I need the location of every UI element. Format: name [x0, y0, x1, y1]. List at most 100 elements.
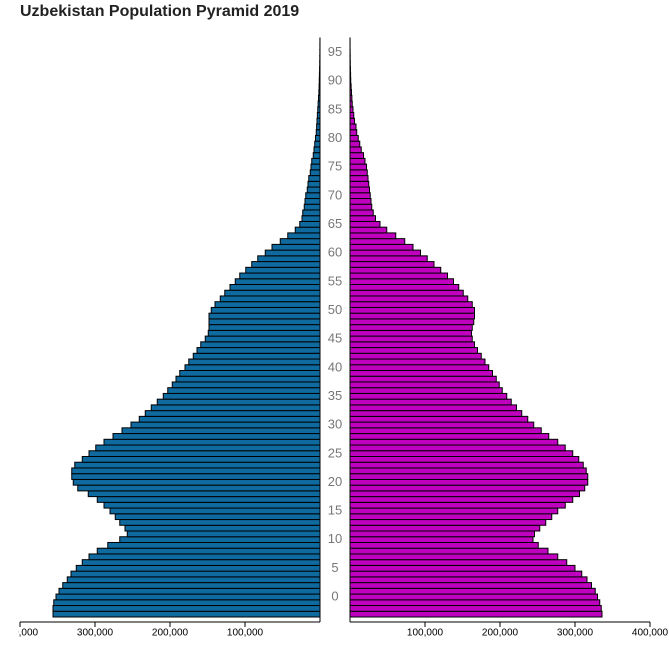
- age-label: 5: [331, 560, 338, 575]
- bar: [349, 157, 366, 165]
- bar: [224, 289, 321, 297]
- bar: [349, 381, 500, 389]
- bar: [349, 438, 559, 446]
- bar: [52, 605, 321, 612]
- bar: [349, 163, 367, 171]
- bar: [349, 232, 397, 240]
- bar: [349, 375, 497, 383]
- bar: [184, 364, 321, 371]
- bar: [349, 484, 586, 492]
- bar: [349, 306, 475, 314]
- bar: [349, 461, 584, 469]
- age-label: 55: [328, 273, 342, 288]
- age-label: 90: [328, 73, 342, 88]
- bar: [349, 295, 469, 303]
- bar: [349, 467, 587, 475]
- age-label: 35: [328, 388, 342, 403]
- plot: 0 5 10 15 20 25 30 35 40 45 50 55 60 65 70 75 80 85 90 95 10…: [2, 37, 669, 639]
- bar: [349, 547, 549, 555]
- bar: [309, 169, 321, 177]
- bar: [349, 519, 547, 526]
- bar: [126, 530, 321, 538]
- bar: [175, 375, 321, 383]
- bar: [287, 232, 321, 240]
- bar: [204, 335, 321, 343]
- age-label: 25: [328, 445, 342, 460]
- age-label: 45: [328, 331, 342, 346]
- bar: [188, 358, 321, 366]
- bar: [349, 593, 598, 601]
- bar: [349, 501, 566, 509]
- bar: [239, 272, 321, 280]
- age-label: 30: [328, 417, 342, 432]
- bar: [349, 146, 362, 154]
- bar: [349, 123, 357, 131]
- bar: [96, 547, 321, 555]
- bar: [349, 238, 406, 245]
- bar: [349, 553, 559, 561]
- bar: [304, 198, 321, 205]
- bar: [62, 582, 321, 589]
- bar: [349, 433, 550, 440]
- bar: [349, 587, 596, 595]
- bar: [349, 226, 388, 234]
- bar: [305, 192, 321, 200]
- bar: [87, 490, 321, 498]
- bar: [349, 312, 475, 320]
- bar: [103, 438, 321, 446]
- bar: [349, 169, 368, 177]
- bar: [349, 559, 568, 566]
- bar: [349, 152, 364, 159]
- x-tick-label: 400,000: [2, 628, 39, 639]
- bar: [58, 587, 321, 595]
- bar: [349, 582, 592, 589]
- bar: [349, 203, 373, 211]
- bar: [192, 352, 321, 360]
- bar: [349, 129, 358, 136]
- bar: [200, 341, 321, 349]
- bar: [171, 381, 321, 389]
- bar: [349, 599, 601, 607]
- bar: [107, 541, 321, 549]
- bar: [349, 455, 580, 463]
- bar: [349, 513, 553, 521]
- bar: [96, 496, 321, 503]
- bar: [349, 301, 473, 308]
- bar: [208, 318, 321, 326]
- bar: [196, 347, 321, 354]
- age-label: 95: [328, 44, 342, 59]
- bar: [349, 117, 355, 125]
- age-label: 75: [328, 159, 342, 174]
- bar: [349, 605, 602, 612]
- bar: [349, 473, 589, 480]
- age-label: 0: [331, 589, 338, 604]
- age-label: 20: [328, 474, 342, 489]
- bar: [208, 312, 321, 320]
- age-label: 70: [328, 187, 342, 202]
- bar: [349, 536, 534, 543]
- bar: [306, 186, 321, 194]
- bar: [88, 450, 321, 457]
- bar: [214, 301, 321, 308]
- bar: [234, 278, 321, 286]
- bar: [349, 410, 523, 417]
- bar: [349, 341, 475, 349]
- bar: [55, 593, 321, 601]
- bar: [349, 524, 541, 532]
- bar: [349, 284, 460, 291]
- bar: [349, 215, 376, 222]
- bar: [315, 129, 321, 136]
- bar: [294, 226, 321, 234]
- bar: [349, 140, 361, 148]
- bar: [264, 249, 321, 257]
- bar: [349, 243, 414, 251]
- bar: [95, 444, 321, 452]
- bar: [75, 564, 321, 572]
- bar: [150, 404, 321, 412]
- bar: [349, 404, 517, 412]
- bar: [349, 186, 370, 194]
- x-tick-label: 100,000: [227, 628, 264, 639]
- bar: [210, 306, 321, 314]
- bar: [71, 467, 321, 475]
- bar: [349, 192, 371, 200]
